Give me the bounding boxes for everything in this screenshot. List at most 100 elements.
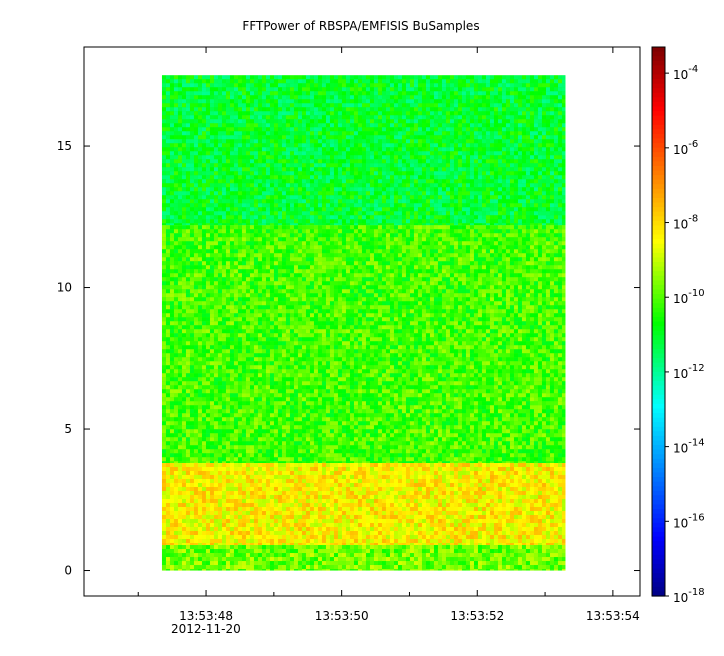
heatmap-cell: [289, 135, 294, 140]
heatmap-cell: [165, 91, 170, 96]
heatmap-cell: [297, 87, 302, 92]
heatmap-cell: [253, 147, 258, 152]
heatmap-cell: [453, 127, 458, 132]
heatmap-cell: [385, 179, 390, 184]
heatmap-cell: [513, 207, 518, 212]
heatmap-cell: [337, 87, 342, 92]
heatmap-cell: [173, 171, 178, 176]
heatmap-cell: [301, 87, 306, 92]
heatmap-cell: [229, 79, 234, 84]
heatmap-cell: [489, 253, 494, 258]
heatmap-cell: [457, 257, 462, 262]
heatmap-cell: [349, 131, 354, 136]
heatmap-cell: [441, 107, 446, 112]
heatmap-cell: [317, 155, 322, 160]
heatmap-cell: [173, 159, 178, 164]
heatmap-cell: [193, 199, 198, 204]
heatmap-cell: [469, 203, 474, 208]
heatmap-cell: [205, 225, 210, 230]
heatmap-cell: [361, 107, 366, 112]
heatmap-cell: [529, 115, 534, 120]
heatmap-cell: [301, 229, 306, 234]
heatmap-cell: [473, 171, 478, 176]
heatmap-cell: [501, 91, 506, 96]
heatmap-cell: [233, 207, 238, 212]
heatmap-cell: [481, 219, 486, 224]
heatmap-cell: [465, 103, 470, 108]
heatmap-cell: [441, 265, 446, 270]
heatmap-cell: [393, 241, 398, 246]
heatmap-cell: [257, 95, 262, 100]
heatmap-cell: [241, 215, 246, 220]
heatmap-cell: [429, 119, 434, 124]
heatmap-cell: [497, 139, 502, 144]
heatmap-cell: [337, 187, 342, 192]
heatmap-cell: [161, 119, 166, 124]
heatmap-cell: [281, 215, 286, 220]
heatmap-cell: [505, 123, 510, 128]
heatmap-cell: [521, 183, 526, 188]
heatmap-cell: [281, 203, 286, 208]
heatmap-cell: [369, 131, 374, 136]
heatmap-cell: [317, 103, 322, 108]
heatmap-cell: [197, 163, 202, 168]
heatmap-cell: [477, 225, 482, 230]
heatmap-cell: [485, 95, 490, 100]
heatmap-cell: [481, 127, 486, 132]
heatmap-cell: [173, 207, 178, 212]
heatmap-cell: [541, 99, 546, 104]
heatmap-cell: [309, 179, 314, 184]
heatmap-cell: [477, 215, 482, 220]
heatmap-cell: [453, 265, 458, 270]
heatmap-cell: [373, 99, 378, 104]
heatmap-cell: [333, 163, 338, 168]
heatmap-cell: [221, 191, 226, 196]
heatmap-cell: [269, 195, 274, 200]
heatmap-cell: [293, 233, 298, 238]
heatmap-cell: [477, 131, 482, 136]
heatmap-cell: [397, 215, 402, 220]
heatmap-cell: [401, 79, 406, 84]
heatmap-cell: [473, 211, 478, 216]
heatmap-cell: [165, 183, 170, 188]
heatmap-cell: [485, 187, 490, 192]
heatmap-cell: [269, 103, 274, 108]
heatmap-cell: [381, 99, 386, 104]
heatmap-cell: [313, 91, 318, 96]
heatmap-cell: [197, 233, 202, 238]
heatmap-cell: [453, 211, 458, 216]
heatmap-cell: [529, 131, 534, 136]
heatmap-cell: [549, 257, 554, 262]
heatmap-cell: [429, 249, 434, 254]
heatmap-cell: [161, 115, 166, 120]
heatmap-cell: [201, 123, 206, 128]
heatmap-cell: [429, 241, 434, 246]
heatmap-cell: [477, 87, 482, 92]
heatmap-cell: [369, 179, 374, 184]
heatmap-cell: [421, 159, 426, 164]
heatmap-cell: [437, 147, 442, 152]
heatmap-cell: [397, 91, 402, 96]
heatmap-cell: [397, 237, 402, 242]
heatmap-cell: [501, 203, 506, 208]
heatmap-cell: [313, 83, 318, 88]
heatmap-cell: [213, 269, 218, 274]
heatmap-cell: [245, 139, 250, 144]
heatmap-cell: [341, 79, 346, 84]
heatmap-cell: [261, 95, 266, 100]
heatmap-cell: [213, 257, 218, 262]
heatmap-cell: [505, 175, 510, 180]
heatmap-cell: [349, 223, 354, 226]
heatmap-cell: [221, 83, 226, 88]
heatmap-cell: [333, 155, 338, 160]
heatmap-cell: [561, 241, 566, 246]
heatmap-cell: [233, 159, 238, 164]
heatmap-cell: [337, 115, 342, 120]
heatmap-cell: [213, 99, 218, 104]
heatmap-cell: [441, 175, 446, 180]
heatmap-cell: [373, 107, 378, 112]
heatmap-cell: [457, 225, 462, 230]
heatmap-cell: [369, 83, 374, 88]
heatmap-cell: [421, 163, 426, 168]
heatmap-cell: [449, 219, 454, 224]
